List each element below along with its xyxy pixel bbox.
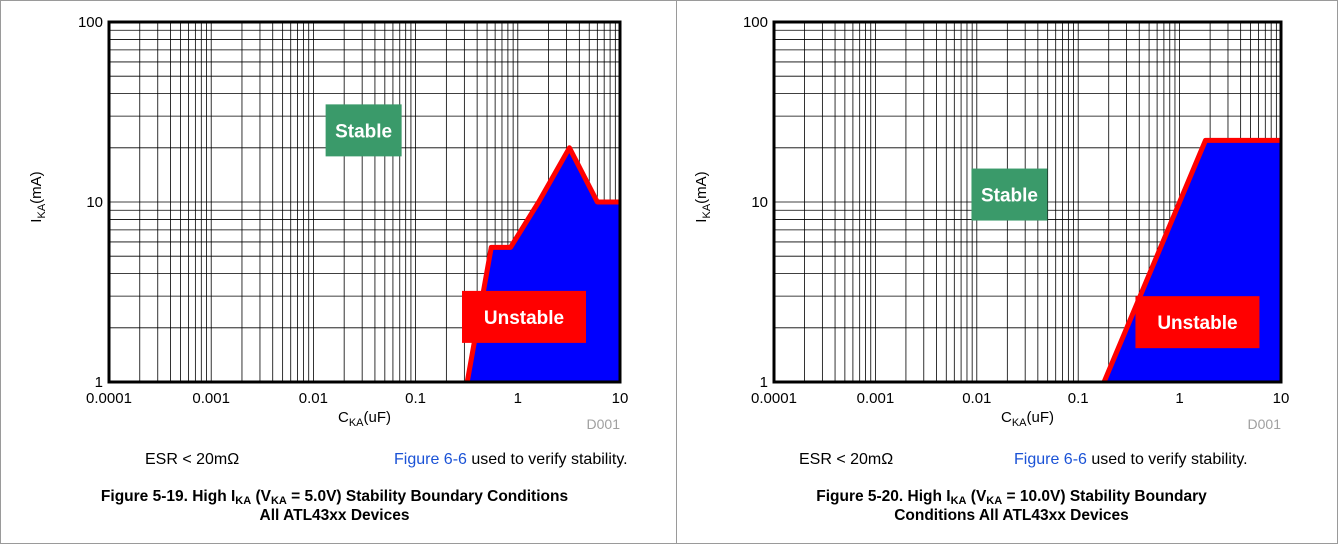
- x-tick-label: 0.01: [962, 390, 991, 407]
- caption-text: Figure 5-20. High I: [816, 488, 951, 505]
- x-tick-label: 0.0001: [751, 390, 797, 407]
- x-tick-label: 0.01: [299, 390, 328, 407]
- verify-note-text: used to verify stability.: [466, 451, 628, 468]
- x-tick-label: 10: [612, 390, 629, 407]
- x-tick-label: 10: [1273, 390, 1290, 407]
- figure-caption: Figure 5-19. High IKA (VKA = 5.0V) Stabi…: [0, 487, 669, 525]
- caption-line-1: Figure 5-19. High IKA (VKA = 5.0V) Stabi…: [0, 487, 669, 507]
- x-tick-label: 0.001: [857, 390, 895, 407]
- stable-label-box: [325, 104, 402, 157]
- stable-label: Stable: [335, 121, 392, 142]
- caption-line-2: Conditions All ATL43xx Devices: [894, 507, 1129, 524]
- caption-line-1: Figure 5-20. High IKA (VKA = 10.0V) Stab…: [677, 487, 1338, 507]
- verify-note: Figure 6-6 used to verify stability.: [394, 451, 628, 469]
- x-tick-label: 0.001: [192, 390, 230, 407]
- verify-note: Figure 6-6 used to verify stability.: [1014, 451, 1248, 469]
- y-tick-label: 10: [751, 194, 768, 211]
- caption-sub: KA: [235, 495, 252, 507]
- y-tick-label: 100: [743, 14, 768, 31]
- panel-divider: [676, 0, 677, 544]
- caption-sub: KA: [986, 495, 1003, 507]
- caption-line-2: All ATL43xx Devices: [259, 507, 410, 524]
- y-tick-label: 1: [760, 374, 768, 391]
- x-axis-label: CKA(uF): [1001, 409, 1054, 429]
- plot-border: [107, 20, 622, 384]
- figure-code: D001: [1248, 416, 1282, 432]
- figure-panel-5-20: Stable Unstable 0.0001 0.001 0.01 0.1 1 10 1 10 10…: [677, 0, 1338, 544]
- unstable-label: Unstable: [1157, 313, 1237, 334]
- x-tick-label: 0.1: [1068, 390, 1089, 407]
- x-tick-label: 1: [514, 390, 522, 407]
- stable-label-box: [971, 168, 1048, 221]
- unstable-label: Unstable: [484, 308, 564, 329]
- y-axis-label: IKA(mA): [28, 171, 48, 222]
- y-axis-label: IKA(mA): [693, 171, 713, 222]
- figure-panel-5-19: Stable Unstable 0.0001 0.001 0.01 0.1 1 10 1 10 10…: [0, 14, 669, 525]
- x-tick-label: 0.1: [405, 390, 426, 407]
- caption-text: = 10.0V) Stability Boundary: [1002, 488, 1207, 505]
- caption-text: = 5.0V) Stability Boundary Conditions: [286, 488, 569, 505]
- unstable-label-box: [462, 290, 587, 343]
- figure-code: D001: [587, 416, 621, 432]
- stability-chart-5-20: Stable Unstable 0.0001 0.001 0.01 0.1 1 10 1 10 10…: [693, 14, 1290, 432]
- unstable-label-box: [1135, 296, 1260, 349]
- esr-note: ESR < 20mΩ: [145, 451, 240, 468]
- x-tick-label: 0.0001: [86, 390, 132, 407]
- figure-caption: Figure 5-20. High IKA (VKA = 10.0V) Stab…: [677, 487, 1338, 525]
- figure-link[interactable]: Figure 6-6: [1014, 451, 1087, 468]
- caption-text: (V: [966, 488, 987, 505]
- stability-chart-5-19: Stable Unstable 0.0001 0.001 0.01 0.1 1 10 1 10 10…: [28, 14, 629, 432]
- y-tick-label: 10: [86, 194, 103, 211]
- stable-label: Stable: [981, 186, 1038, 207]
- y-tick-label: 1: [95, 374, 103, 391]
- plot-border: [772, 20, 1283, 384]
- caption-sub: KA: [950, 495, 967, 507]
- figure-link[interactable]: Figure 6-6: [394, 451, 467, 468]
- x-axis-label: CKA(uF): [338, 409, 391, 429]
- esr-note: ESR < 20mΩ: [799, 451, 894, 468]
- x-tick-label: 1: [1175, 390, 1183, 407]
- caption-text: Figure 5-19. High I: [100, 488, 236, 505]
- caption-text: (V: [251, 488, 271, 505]
- verify-note-text: used to verify stability.: [1086, 451, 1248, 468]
- stability-boundary-line: [464, 145, 620, 383]
- caption-sub: KA: [270, 495, 287, 507]
- y-tick-label: 100: [78, 14, 103, 31]
